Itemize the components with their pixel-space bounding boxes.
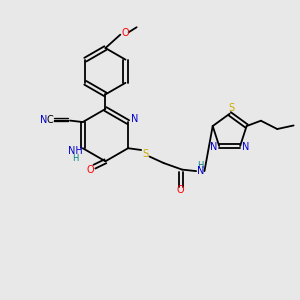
Text: N: N: [40, 115, 47, 125]
Text: S: S: [142, 148, 148, 159]
Text: O: O: [122, 28, 129, 38]
Text: H: H: [72, 154, 79, 163]
Text: O: O: [177, 185, 184, 195]
Text: N: N: [209, 142, 217, 152]
Text: N: N: [196, 166, 204, 176]
Text: S: S: [228, 103, 234, 113]
Text: N: N: [131, 114, 138, 124]
Text: NH: NH: [68, 146, 83, 156]
Text: H: H: [197, 161, 203, 170]
Text: N: N: [242, 142, 250, 152]
Text: C: C: [47, 115, 54, 125]
Text: O: O: [87, 165, 94, 175]
